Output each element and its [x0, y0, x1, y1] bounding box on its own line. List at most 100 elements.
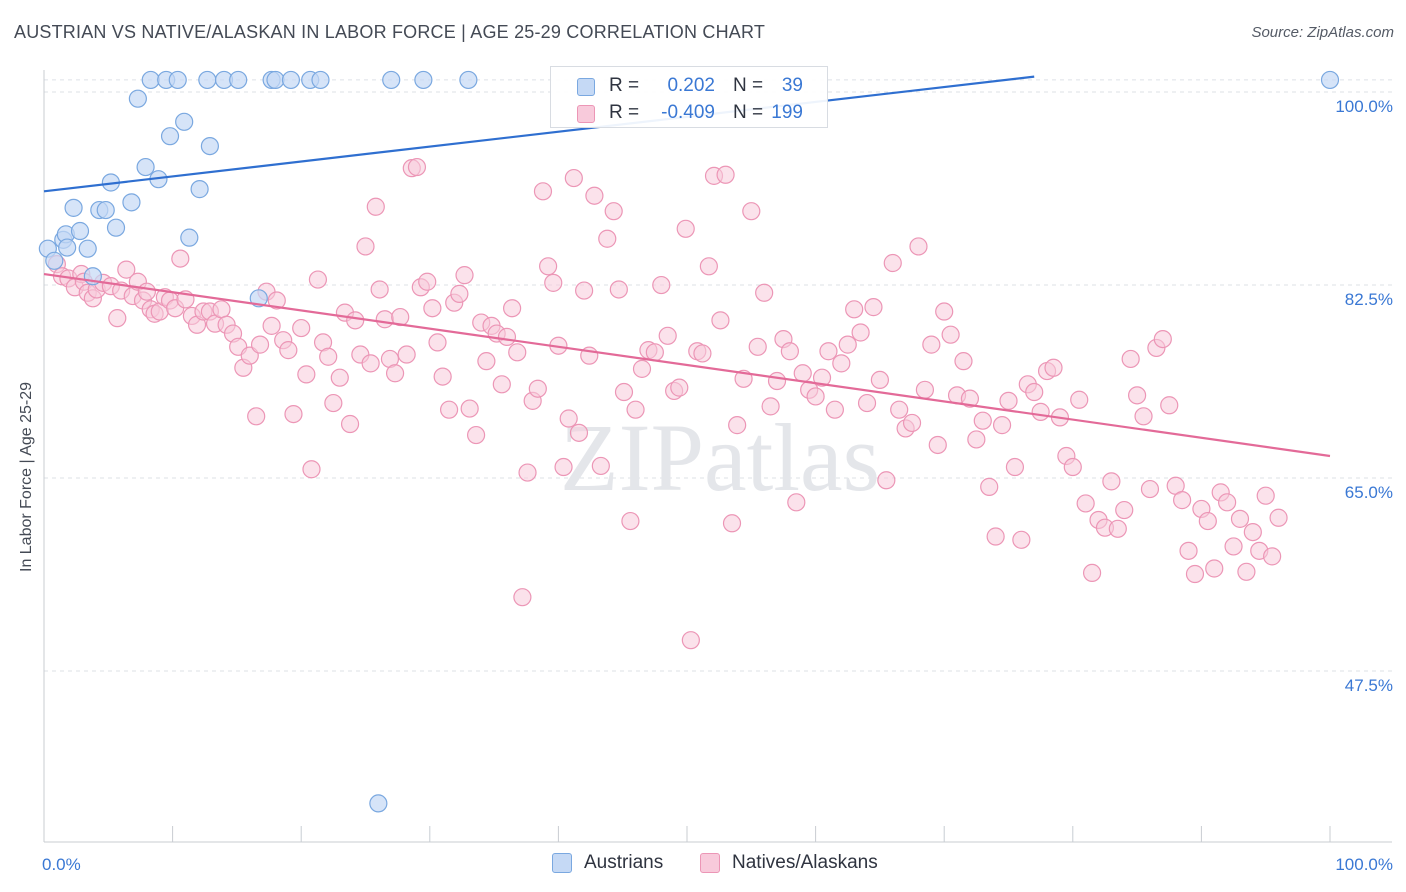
natives-point	[1121, 349, 1140, 369]
natives-point	[385, 364, 405, 383]
natives-point	[767, 371, 787, 391]
austrians-point	[128, 89, 147, 108]
y-axis-label: In Labor Force | Age 25-29	[18, 381, 35, 572]
natives-point	[528, 379, 547, 398]
natives-point	[1198, 511, 1217, 531]
natives-n-value: 199	[771, 102, 803, 123]
natives-point	[460, 399, 479, 418]
natives-point	[518, 463, 537, 482]
natives-point	[466, 425, 486, 445]
austrians-point	[382, 70, 401, 90]
natives-point	[864, 298, 883, 317]
natives-point	[1012, 530, 1031, 549]
natives-legend-label: Natives/Alaskans	[732, 852, 878, 873]
natives-point	[1179, 541, 1198, 560]
natives-point	[423, 299, 442, 318]
austrians-point	[160, 127, 180, 146]
natives-point	[302, 460, 321, 479]
natives-n-label: N =	[733, 102, 764, 123]
natives-point	[284, 404, 303, 424]
austrians-point	[200, 136, 219, 156]
natives-point	[1070, 390, 1089, 409]
natives-point	[1185, 564, 1205, 584]
natives-point	[1044, 358, 1063, 377]
natives-point	[890, 400, 909, 419]
natives-point	[319, 347, 338, 366]
natives-point	[117, 260, 136, 279]
natives-point	[492, 375, 511, 394]
natives-point	[621, 511, 640, 531]
natives-point	[370, 280, 389, 299]
natives-point	[1005, 457, 1025, 477]
natives-point	[922, 335, 941, 354]
natives-point	[681, 631, 700, 650]
natives-r-label: R =	[609, 102, 640, 123]
natives-point	[292, 318, 311, 338]
natives-point	[819, 342, 838, 361]
natives-point	[397, 345, 416, 364]
austrians-point	[249, 289, 268, 308]
natives-point	[728, 416, 747, 435]
natives-trend-line	[43, 272, 1331, 458]
natives-point	[575, 281, 594, 300]
natives-point	[407, 157, 427, 177]
natives-point	[137, 282, 156, 301]
natives-point	[787, 493, 806, 512]
natives-point	[999, 391, 1018, 410]
natives-point	[1076, 494, 1095, 513]
natives-point	[670, 378, 689, 397]
natives-point	[780, 342, 799, 361]
austrians-point	[96, 200, 115, 220]
natives-point	[693, 344, 712, 363]
natives-point	[699, 257, 718, 276]
austrians-legend-label: Austrians	[584, 852, 664, 873]
austrians-trend-line	[43, 75, 1035, 193]
natives-point	[1237, 562, 1256, 581]
natives-point	[544, 273, 563, 292]
natives-point	[960, 389, 980, 408]
natives-point	[361, 354, 380, 373]
natives-point	[1063, 457, 1082, 477]
natives-point	[1031, 402, 1050, 421]
y-tick-label: 47.5%	[1345, 676, 1393, 695]
austrians-point	[414, 70, 433, 90]
natives-point	[851, 323, 870, 342]
austrians-point	[70, 221, 90, 241]
natives-point	[1243, 522, 1262, 542]
natives-point	[1115, 500, 1134, 520]
natives-point	[761, 397, 780, 416]
austrians-point	[1320, 70, 1340, 90]
natives-legend-swatch	[700, 853, 720, 873]
natives-point	[1173, 491, 1192, 510]
natives-point	[1230, 509, 1250, 528]
natives-point	[262, 316, 281, 335]
natives-point	[247, 407, 266, 426]
austrians-point	[64, 198, 83, 217]
natives-point	[533, 182, 553, 201]
natives-point	[1108, 519, 1127, 538]
austrians-point	[136, 157, 155, 177]
stats-legend: R = 0.202 N = 39 R = -0.409 N = 199	[550, 66, 828, 128]
natives-point	[716, 165, 735, 184]
natives-point	[604, 202, 623, 221]
natives-point	[1082, 563, 1102, 583]
natives-point	[477, 352, 496, 371]
austrians-point	[106, 218, 126, 237]
natives-point	[497, 327, 517, 346]
natives-point	[877, 471, 896, 490]
austrians-point	[369, 794, 388, 813]
natives-point	[450, 284, 469, 303]
natives-point	[935, 302, 954, 321]
legend-row-natives: R = -0.409 N = 199	[551, 100, 827, 128]
natives-point	[1140, 479, 1160, 499]
legend-row-austrians: R = 0.202 N = 39	[551, 73, 827, 101]
natives-point	[902, 413, 922, 433]
natives-point	[838, 335, 857, 354]
natives-point	[1160, 396, 1179, 415]
austrians-point	[198, 70, 217, 90]
austrians-point	[141, 70, 160, 90]
austrians-r-value: 0.202	[667, 75, 715, 96]
austrians-swatch	[577, 78, 595, 96]
natives-point	[346, 311, 365, 330]
natives-point	[1218, 493, 1237, 512]
